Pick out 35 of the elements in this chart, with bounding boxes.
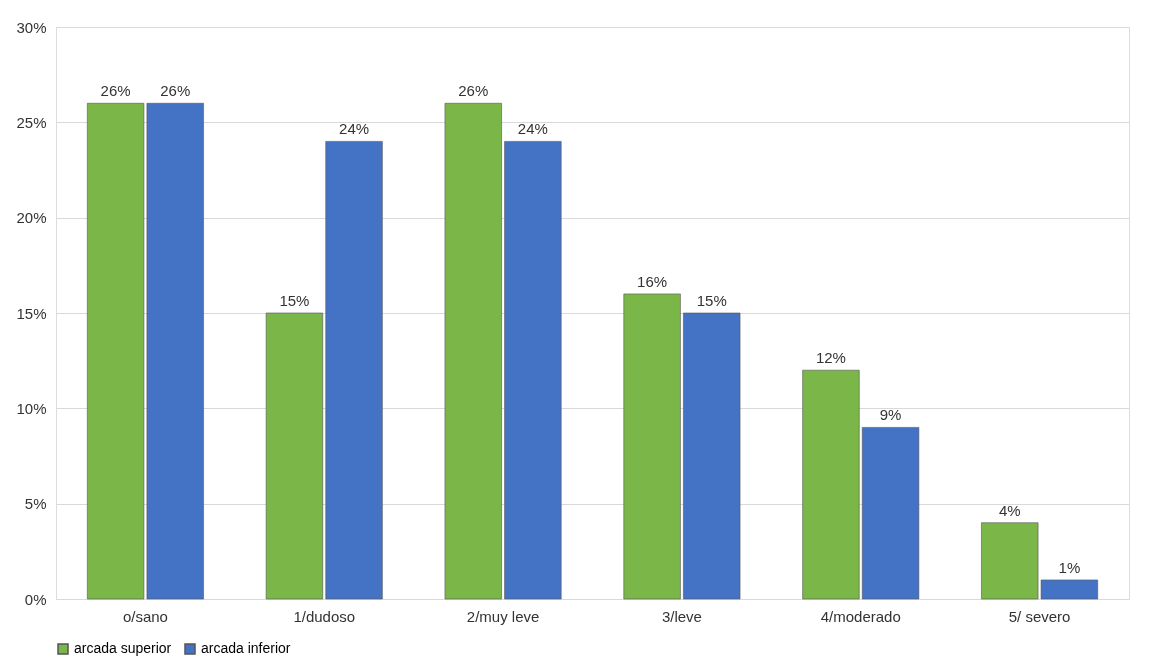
y-tick-label: 15% [16,304,47,322]
data-label: 24% [517,120,548,138]
bar [861,427,920,600]
legend-label: arcada inferior [201,640,291,656]
data-label: 26% [458,82,489,100]
y-tick-label: 25% [16,113,47,131]
x-tick-label: 5/ severo [1008,607,1071,625]
data-label: 24% [339,120,370,138]
data-label: 4% [998,501,1021,519]
bar [265,312,324,600]
bar [623,293,681,600]
data-label: 12% [815,349,846,367]
x-tick-label: 1/dudoso [293,607,356,625]
bar [504,141,562,600]
x-tick-label: 3/leve [661,607,702,625]
x-tick-label: o/sano [122,607,168,625]
y-tick-label: 10% [16,399,47,417]
x-tick-label: 2/muy leve [466,607,540,625]
data-label: 26% [160,82,191,100]
y-tick-label: 20% [16,209,47,227]
y-tick-label: 5% [24,495,47,513]
y-tick-label: 30% [16,18,47,36]
data-label: 16% [637,272,668,290]
x-tick-label: 4/moderado [820,607,901,625]
bar [802,369,860,600]
data-label: 1% [1058,558,1081,576]
data-label: 9% [879,406,902,424]
bar [444,102,502,600]
y-tick-label: 0% [24,590,47,608]
bar [325,141,383,600]
data-label: 15% [696,292,727,309]
data-label: 15% [279,292,310,309]
legend-label: arcada superior [74,640,172,656]
data-label: 26% [100,82,131,100]
bar [683,312,741,600]
